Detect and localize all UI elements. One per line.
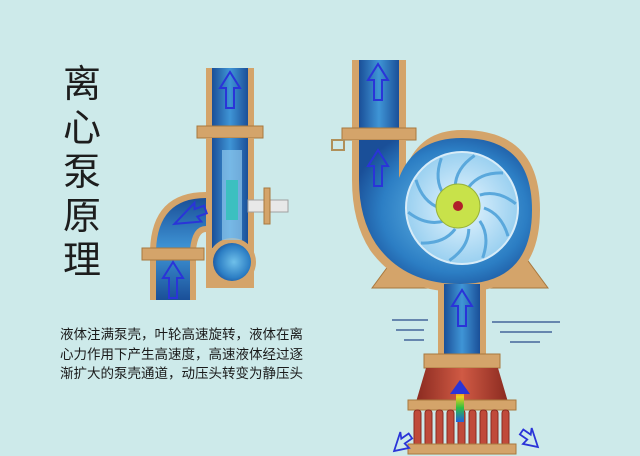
impeller-blade [448, 228, 471, 262]
description-line: 渐扩大的泵壳通道，动压头转变为静压头 [60, 366, 303, 382]
small-pipe-water [212, 68, 248, 136]
suction-pipe-water [444, 284, 480, 354]
strainer-bar [501, 409, 510, 447]
strainer-bar [424, 409, 433, 447]
up-arrow-icon [366, 148, 390, 187]
title-char: 泵 [62, 150, 101, 194]
up-arrow-icon [161, 260, 185, 299]
small-impeller-core [226, 180, 238, 220]
inflow-arrow-icon [518, 427, 540, 449]
small-bowl-water [213, 243, 251, 281]
strainer-bar [435, 409, 444, 447]
title-char: 原 [62, 194, 101, 238]
strainer-bar [490, 409, 499, 447]
up-arrow-icon [450, 288, 474, 327]
description: 液体注满泵壳，叶轮高速旋转，液体在离 心力作用下产生高速度，高速液体经过逐 渐扩… [60, 326, 360, 385]
title-char: 理 [62, 238, 101, 282]
description-line: 心力作用下产生高速度，高速液体经过逐 [60, 346, 303, 363]
strainer-bars [407, 409, 517, 455]
small-flange-bottom [141, 247, 205, 261]
right-arrow-icon [171, 200, 209, 226]
impeller-blade [407, 211, 445, 224]
strainer-flange [423, 353, 501, 369]
up-arrow-icon [450, 380, 470, 394]
strainer-bar [479, 409, 488, 447]
impeller-blade [479, 192, 517, 205]
large-flange [341, 127, 417, 141]
small-flange-top [196, 125, 264, 139]
impeller-blade [467, 171, 504, 189]
valve-icon [331, 139, 345, 151]
strainer-bar [413, 409, 422, 447]
impeller-blade [420, 227, 457, 245]
strainer-bar [468, 409, 477, 447]
impeller-center [453, 201, 463, 211]
title: 离 心 泵 原 理 [60, 62, 104, 282]
water-surface [392, 319, 560, 343]
large-pump [331, 60, 560, 455]
small-pump [141, 68, 289, 300]
up-arrow-icon [366, 62, 390, 101]
flow-gradient-arrow [456, 386, 464, 422]
shaft-flange [263, 187, 271, 225]
title-char: 离 [62, 62, 101, 106]
impeller-blade [478, 220, 488, 259]
up-arrow-icon [218, 70, 242, 109]
inflow-arrow-icon [392, 431, 414, 453]
description-line: 液体注满泵壳，叶轮高速旋转，液体在离 [60, 327, 303, 343]
strainer-bar [446, 409, 455, 447]
strainer-base [407, 443, 517, 455]
title-char: 心 [62, 106, 101, 150]
impeller-blade [483, 206, 510, 237]
